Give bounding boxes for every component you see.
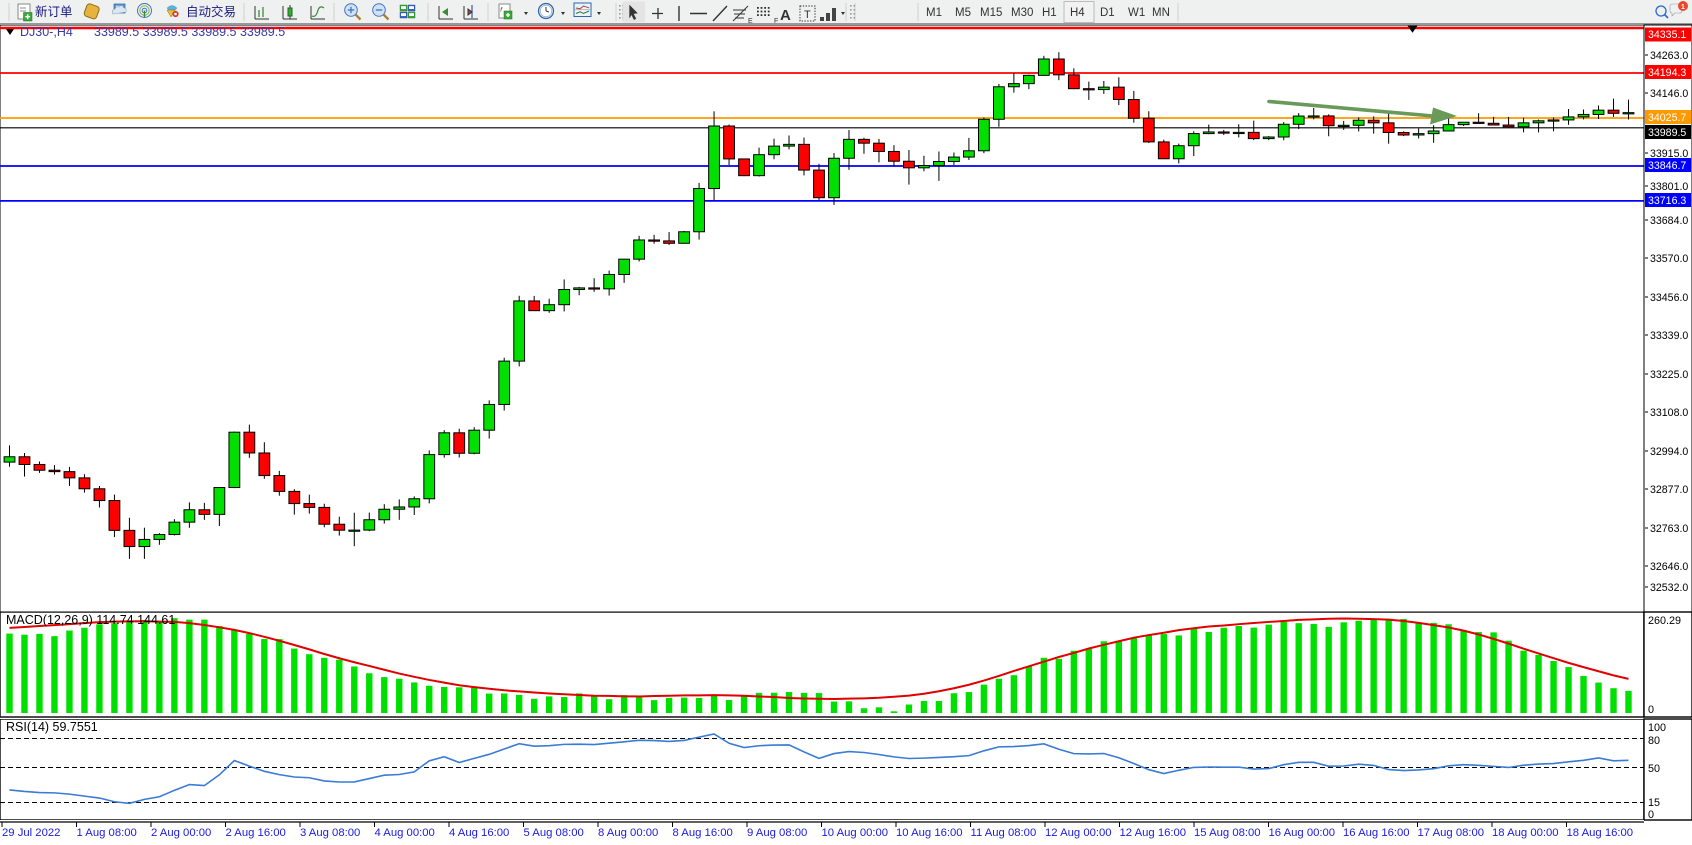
- svg-text:33570.0: 33570.0: [1650, 253, 1688, 265]
- svg-text:4 Aug 00:00: 4 Aug 00:00: [375, 827, 435, 839]
- svg-text:33716.3: 33716.3: [1648, 195, 1686, 207]
- svg-text:32994.0: 32994.0: [1650, 446, 1688, 458]
- svg-text:34146.0: 34146.0: [1650, 88, 1688, 100]
- svg-text:E: E: [748, 18, 753, 25]
- svg-text:10 Aug 16:00: 10 Aug 16:00: [896, 827, 963, 839]
- svg-text:33339.0: 33339.0: [1650, 330, 1688, 342]
- svg-text:100: 100: [1648, 722, 1666, 734]
- svg-text:18 Aug 16:00: 18 Aug 16:00: [1567, 827, 1634, 839]
- svg-text:15: 15: [1648, 797, 1660, 809]
- svg-text:33684.0: 33684.0: [1650, 215, 1688, 227]
- svg-text:8 Aug 16:00: 8 Aug 16:00: [673, 827, 733, 839]
- svg-text:T: T: [804, 9, 811, 21]
- svg-text:F: F: [774, 18, 778, 25]
- svg-text:12 Aug 16:00: 12 Aug 16:00: [1120, 827, 1187, 839]
- svg-text:A: A: [780, 7, 791, 24]
- svg-text:16 Aug 16:00: 16 Aug 16:00: [1343, 827, 1410, 839]
- svg-text:33801.0: 33801.0: [1650, 181, 1688, 193]
- svg-text:9 Aug 08:00: 9 Aug 08:00: [747, 827, 807, 839]
- svg-text:260.29: 260.29: [1648, 615, 1681, 627]
- svg-text:M15: M15: [980, 7, 1002, 19]
- svg-text:33225.0: 33225.0: [1650, 369, 1688, 381]
- svg-text:29 Jul 2022: 29 Jul 2022: [2, 827, 60, 839]
- svg-text:32877.0: 32877.0: [1650, 484, 1688, 496]
- svg-text:32646.0: 32646.0: [1650, 561, 1688, 573]
- svg-text:D1: D1: [1100, 7, 1115, 19]
- svg-text:2 Aug 16:00: 2 Aug 16:00: [226, 827, 286, 839]
- svg-text:新订单: 新订单: [35, 4, 73, 19]
- svg-text:RSI(14) 59.7551: RSI(14) 59.7551: [6, 720, 98, 734]
- svg-text:15 Aug 08:00: 15 Aug 08:00: [1194, 827, 1261, 839]
- svg-text:MN: MN: [1152, 7, 1170, 19]
- svg-text:0: 0: [1648, 704, 1654, 716]
- svg-text:33989.5: 33989.5: [1648, 127, 1686, 139]
- svg-text:16 Aug 00:00: 16 Aug 00:00: [1269, 827, 1336, 839]
- svg-text:1 Aug 08:00: 1 Aug 08:00: [77, 827, 137, 839]
- svg-text:W1: W1: [1128, 7, 1145, 19]
- svg-text:50: 50: [1648, 763, 1660, 775]
- svg-text:DJ30-,H4: DJ30-,H4: [20, 25, 73, 39]
- svg-text:4 Aug 16:00: 4 Aug 16:00: [449, 827, 509, 839]
- svg-text:自动交易: 自动交易: [186, 4, 236, 19]
- svg-text:MACD(12,26,9) 114.74 144.61: MACD(12,26,9) 114.74 144.61: [6, 613, 175, 627]
- svg-text:11 Aug 08:00: 11 Aug 08:00: [971, 827, 1037, 839]
- svg-text:33108.0: 33108.0: [1650, 407, 1688, 419]
- svg-text:5 Aug 08:00: 5 Aug 08:00: [524, 827, 584, 839]
- svg-text:33846.7: 33846.7: [1648, 160, 1686, 172]
- svg-text:32763.0: 32763.0: [1650, 523, 1688, 535]
- svg-text:M1: M1: [926, 7, 942, 19]
- svg-text:80: 80: [1648, 735, 1660, 747]
- svg-text:33989.5 33989.5 33989.5 33989.: 33989.5 33989.5 33989.5 33989.5: [94, 25, 285, 39]
- svg-text:H4: H4: [1070, 7, 1085, 19]
- svg-text:33456.0: 33456.0: [1650, 292, 1688, 304]
- svg-text:3 Aug 08:00: 3 Aug 08:00: [300, 827, 360, 839]
- svg-text:34194.3: 34194.3: [1648, 67, 1686, 79]
- svg-text:1: 1: [1681, 4, 1685, 11]
- svg-text:H1: H1: [1042, 7, 1057, 19]
- svg-text:34335.1: 34335.1: [1648, 29, 1686, 41]
- svg-text:12 Aug 00:00: 12 Aug 00:00: [1045, 827, 1112, 839]
- svg-text:10 Aug 00:00: 10 Aug 00:00: [822, 827, 889, 839]
- svg-text:M30: M30: [1011, 7, 1033, 19]
- svg-text:18 Aug 00:00: 18 Aug 00:00: [1492, 827, 1559, 839]
- svg-text:17 Aug 08:00: 17 Aug 08:00: [1418, 827, 1485, 839]
- svg-text:34025.7: 34025.7: [1648, 112, 1686, 124]
- svg-text:M5: M5: [955, 7, 971, 19]
- svg-text:34263.0: 34263.0: [1650, 50, 1688, 62]
- svg-text:2 Aug 00:00: 2 Aug 00:00: [151, 827, 211, 839]
- svg-text:8 Aug 00:00: 8 Aug 00:00: [598, 827, 658, 839]
- svg-text:32532.0: 32532.0: [1650, 582, 1688, 594]
